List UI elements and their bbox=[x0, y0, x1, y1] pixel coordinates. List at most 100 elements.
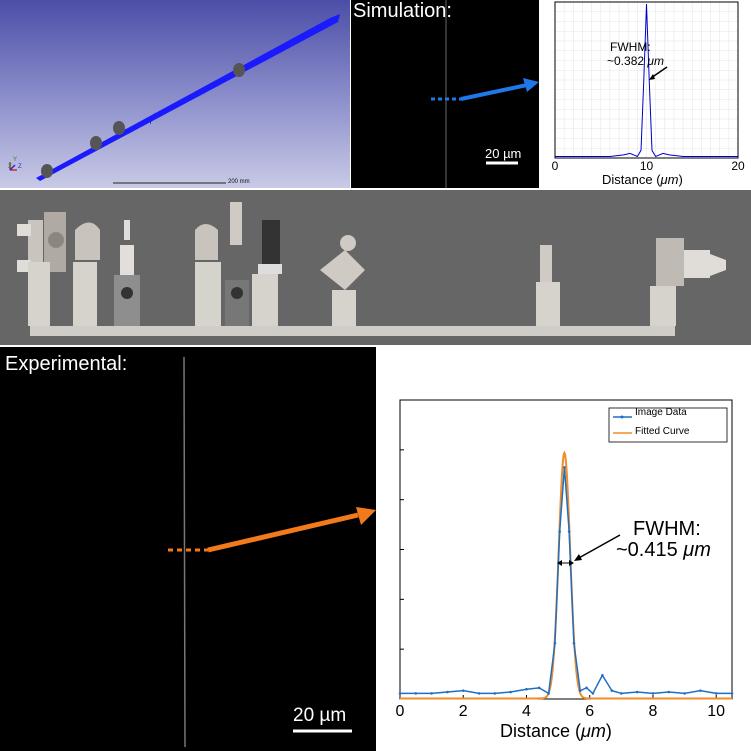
scale-bar-label: 20 µm bbox=[293, 705, 347, 726]
fitted-curve bbox=[400, 450, 732, 700]
simulation-title: Simulation: bbox=[353, 0, 452, 22]
simulation-plot-panel: 0 10 20 FWHM: ~0.382 μm Distance (μm) bbox=[539, 0, 751, 188]
x-tick-label: 6 bbox=[585, 703, 594, 720]
axis-z bbox=[9, 164, 16, 171]
component bbox=[124, 220, 130, 240]
focal-line bbox=[183, 356, 186, 748]
pointer-arrow bbox=[207, 512, 359, 553]
lens-element bbox=[90, 136, 102, 150]
lens-mount bbox=[75, 222, 100, 260]
image-data-line bbox=[400, 467, 732, 695]
image-data-point bbox=[398, 692, 402, 695]
image-data-point bbox=[537, 686, 541, 690]
optical-bench-panel bbox=[0, 190, 751, 345]
experimental-title: Experimental: bbox=[5, 353, 128, 375]
arrow-head bbox=[356, 507, 376, 525]
legend-marker bbox=[620, 415, 624, 419]
component bbox=[340, 235, 356, 251]
image-data-point bbox=[558, 530, 561, 533]
objective-tip bbox=[710, 254, 726, 276]
component bbox=[230, 202, 242, 247]
component bbox=[120, 245, 134, 275]
rail bbox=[30, 326, 675, 336]
fwhm-marker-head bbox=[569, 560, 574, 566]
image-data-point bbox=[446, 690, 449, 694]
mount-knob bbox=[48, 232, 64, 248]
image-data-point bbox=[699, 689, 702, 692]
x-axis-label: Distance (μm) bbox=[602, 172, 683, 187]
simulation-plot: 0 10 20 bbox=[552, 1, 745, 173]
image-data-point bbox=[591, 692, 595, 695]
image-data-point bbox=[563, 466, 566, 469]
image-data-point bbox=[730, 692, 734, 695]
knob bbox=[121, 287, 133, 299]
image-data-point bbox=[635, 690, 639, 694]
image-data-point bbox=[461, 689, 465, 692]
lens-element bbox=[41, 164, 53, 178]
x-axis-label: Distance (μm) bbox=[500, 721, 612, 741]
component bbox=[227, 245, 247, 285]
x-tick-label: 10 bbox=[707, 703, 725, 720]
experimental-plot-panel: 0 2 4 6 8 10 FWHM: ~0.415 μm Image Data Fitte… bbox=[376, 347, 751, 751]
lens-mount bbox=[195, 224, 218, 260]
stage bbox=[320, 250, 365, 290]
annotation-arrow-head bbox=[574, 554, 582, 561]
image-data-point bbox=[525, 687, 528, 691]
image-data-point bbox=[493, 692, 497, 695]
axis-z-label: Z bbox=[18, 164, 22, 170]
axis-y-label: Y bbox=[13, 157, 18, 163]
experimental-image-panel: Experimental: 20 µm bbox=[0, 347, 376, 751]
beam bbox=[36, 14, 340, 181]
legend-item-fitted-curve: Fitted Curve bbox=[635, 426, 690, 437]
x-tick-label: 10 bbox=[640, 159, 654, 173]
fwhm-value: ~0.415 μm bbox=[616, 539, 711, 561]
plot-frame bbox=[554, 1, 739, 159]
image-data-point bbox=[553, 641, 557, 645]
post bbox=[73, 262, 97, 326]
fwhm-label: FWHM: bbox=[610, 40, 651, 54]
ray-trace-panel: 200 mm X Y Z bbox=[0, 0, 350, 188]
fwhm-marker-head bbox=[557, 560, 562, 566]
image-data-point bbox=[601, 673, 604, 677]
filter-holder bbox=[258, 264, 282, 274]
post bbox=[114, 275, 140, 326]
knob bbox=[17, 260, 31, 272]
profile-line bbox=[555, 3, 738, 158]
post bbox=[650, 286, 676, 326]
component bbox=[540, 245, 552, 287]
image-data-point bbox=[714, 692, 718, 695]
x-tick-label: 4 bbox=[522, 703, 531, 720]
annotation-arrow-head bbox=[649, 74, 655, 80]
post bbox=[536, 282, 560, 326]
post bbox=[225, 280, 249, 326]
image-data-point bbox=[414, 692, 418, 695]
image-data-point bbox=[610, 689, 614, 692]
annotation-arrow bbox=[576, 534, 621, 560]
scale-label: 200 mm bbox=[228, 179, 250, 185]
lens-element bbox=[113, 121, 125, 135]
legend-item-image-data: Image Data bbox=[635, 407, 687, 418]
image-data-point bbox=[585, 686, 588, 690]
camera-mount bbox=[656, 238, 684, 286]
x-tick-label: 20 bbox=[731, 159, 745, 173]
axis-x-label: X bbox=[8, 164, 13, 170]
image-data-point bbox=[683, 692, 686, 695]
fwhm-label: FWHM: bbox=[633, 518, 701, 540]
image-data-point bbox=[578, 689, 582, 692]
fwhm-value: ~0.382 μm bbox=[607, 54, 664, 68]
objective bbox=[684, 250, 710, 278]
simulation-image bbox=[431, 0, 539, 188]
pointer-arrow bbox=[460, 83, 528, 101]
image-data-point bbox=[509, 690, 512, 694]
scale-bar-label: 20 µm bbox=[485, 146, 522, 161]
post bbox=[252, 274, 278, 326]
x-tick-label: 2 bbox=[459, 703, 468, 720]
simulation-image-panel: Simulation: 20 µm bbox=[351, 0, 539, 188]
image-data-point bbox=[477, 692, 481, 695]
image-data-point bbox=[667, 690, 671, 694]
knob bbox=[231, 287, 243, 299]
ray-trace-drawing bbox=[9, 14, 340, 184]
filter bbox=[262, 220, 280, 264]
mount bbox=[28, 220, 43, 275]
experimental-image bbox=[168, 356, 376, 748]
